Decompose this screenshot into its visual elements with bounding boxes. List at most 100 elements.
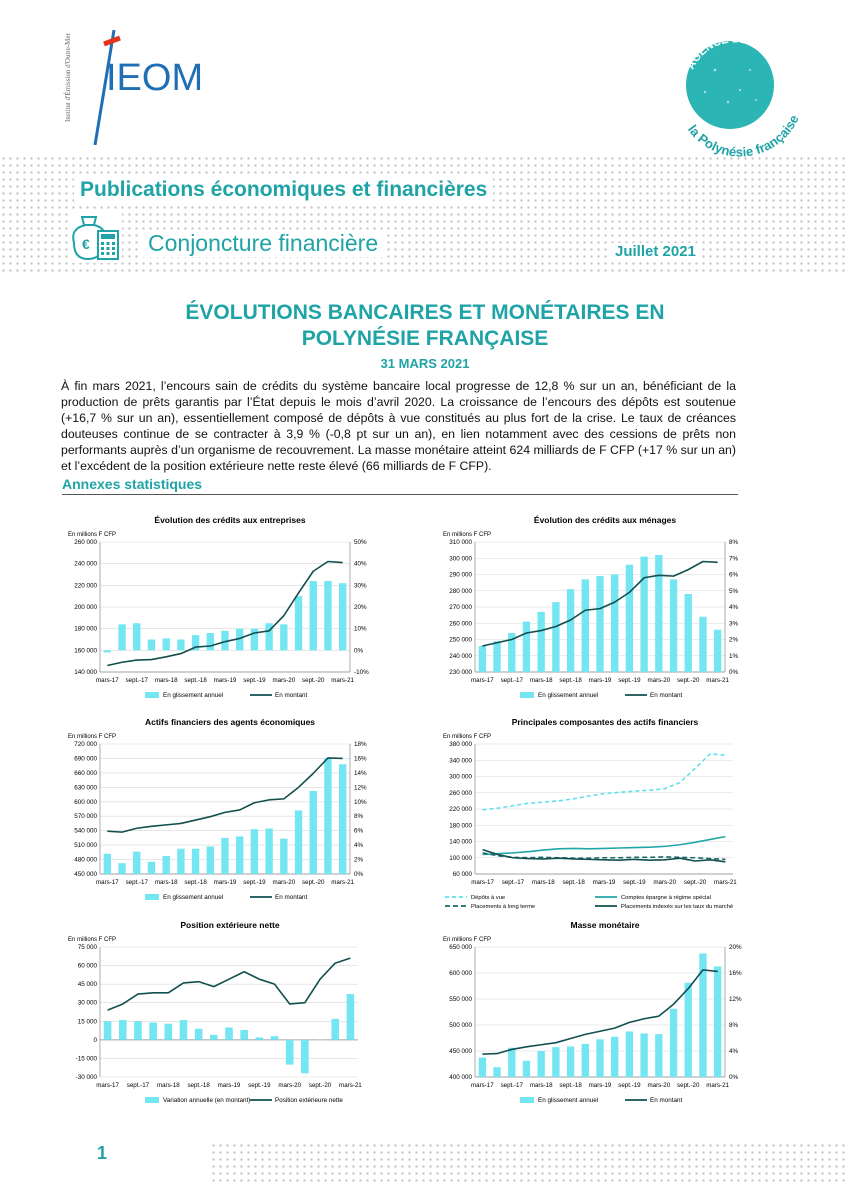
bar	[611, 1036, 619, 1077]
main-title: ÉVOLUTIONS BANCAIRES ET MONÉTAIRES EN PO…	[100, 300, 750, 352]
x-tick-label: mars-17	[471, 677, 494, 684]
bar	[191, 635, 200, 651]
y-tick-label: 290 000	[449, 572, 472, 579]
bar	[191, 848, 200, 874]
series-line	[107, 757, 343, 833]
chart-title: Actifs financiers des agents économiques	[145, 717, 315, 727]
legend-label: En glissement annuel	[163, 692, 223, 699]
chart-title: Évolution des crédits aux entreprises	[154, 515, 305, 525]
series-line	[482, 848, 726, 863]
x-tick-label: mars-21	[714, 879, 737, 886]
bar	[255, 1037, 264, 1040]
x-tick-label: sept.-17	[501, 677, 524, 684]
bar	[699, 953, 707, 1077]
chart-credits-entreprises: Évolution des crédits aux entreprises En …	[60, 510, 380, 710]
chart-unit-label: En millions F CFP	[68, 937, 116, 943]
bar	[309, 581, 317, 651]
y-tick-label: 270 000	[449, 604, 472, 611]
y-tick-label: 480 000	[74, 857, 97, 864]
x-tick-label: sept.-18	[562, 879, 585, 886]
y2-tick-label: 8%	[729, 539, 739, 546]
x-tick-label: mars-18	[155, 879, 178, 886]
bar	[493, 641, 501, 672]
bar	[294, 596, 303, 651]
legend-swatch-bar	[145, 1097, 159, 1103]
bar	[566, 1046, 575, 1077]
chart-unit-label: En millions F CFP	[443, 532, 491, 538]
bar	[103, 1021, 112, 1040]
bar	[625, 564, 634, 672]
x-tick-label: sept.-18	[559, 1082, 582, 1089]
bar	[640, 556, 648, 672]
y2-tick-label: 6%	[354, 828, 364, 835]
y-tick-label: 260 000	[449, 620, 472, 627]
y2-tick-label: 14%	[354, 770, 367, 777]
legend-label: Dépôts à vue	[471, 895, 505, 901]
x-tick-label: sept.-18	[184, 677, 207, 684]
y2-tick-label: 0%	[729, 669, 739, 676]
bar	[164, 1023, 173, 1040]
bar	[210, 1034, 218, 1040]
y-tick-label: 550 000	[449, 996, 472, 1003]
y-tick-label: 630 000	[74, 784, 97, 791]
x-tick-label: sept.-18	[559, 677, 582, 684]
bar	[493, 1067, 501, 1077]
dotted-band-bottom	[210, 1142, 849, 1182]
main-title-line1: ÉVOLUTIONS BANCAIRES ET MONÉTAIRES EN	[185, 301, 665, 324]
x-tick-label: mars-20	[653, 879, 676, 886]
y2-tick-label: 8%	[354, 813, 364, 820]
y-tick-label: 140 000	[74, 669, 97, 676]
y-tick-label: 60 000	[453, 871, 473, 878]
y2-tick-label: -10%	[354, 669, 369, 676]
bar	[265, 828, 273, 874]
x-tick-label: mars-18	[155, 677, 178, 684]
y2-tick-label: 3%	[729, 620, 739, 627]
y2-tick-label: 5%	[729, 588, 739, 595]
y-tick-label: 300 000	[449, 555, 472, 562]
intro-paragraph: À fin mars 2021, l’encours sain de crédi…	[61, 379, 736, 473]
x-tick-label: mars-17	[96, 1082, 119, 1089]
chart-title: Position extérieure nette	[180, 920, 279, 930]
legend-label: En glissement annuel	[538, 692, 598, 699]
bar	[324, 758, 332, 874]
bar	[280, 624, 288, 651]
y-tick-label: 280 000	[449, 588, 472, 595]
x-tick-label: mars-20	[647, 1082, 670, 1089]
x-tick-label: mars-17	[96, 879, 119, 886]
bar	[194, 1028, 203, 1040]
bar	[669, 579, 678, 672]
x-tick-label: sept.-18	[187, 1082, 210, 1089]
y-tick-label: 75 000	[78, 944, 98, 951]
chart-masse-monetaire: Masse monétaire En millions F CFP 400 000 4…	[435, 915, 755, 1115]
ieom-logo: Institut d'Émission d'Outre-Mer IEOM	[62, 29, 232, 146]
bar	[338, 583, 347, 651]
x-tick-label: sept.-17	[502, 879, 525, 886]
bar	[338, 764, 347, 874]
x-tick-label: sept.-19	[243, 677, 266, 684]
chart-actifs-financiers: Actifs financiers des agents économiques…	[60, 712, 380, 912]
y-tick-label: 240 000	[74, 561, 97, 568]
y-tick-label: 140 000	[449, 839, 472, 846]
y2-tick-label: 2%	[729, 637, 739, 644]
x-tick-label: sept.-20	[302, 879, 325, 886]
y-tick-label: 60 000	[78, 963, 98, 970]
legend-label: Comptes épargne à régime spécial	[621, 895, 711, 901]
bar	[206, 846, 214, 874]
x-tick-label: mars-18	[532, 879, 555, 886]
bar	[346, 994, 355, 1040]
bar	[478, 646, 487, 672]
x-tick-label: mars-18	[530, 1082, 553, 1089]
y-tick-label: 600 000	[449, 970, 472, 977]
y-tick-label: 250 000	[449, 637, 472, 644]
x-tick-label: sept.-19	[618, 1082, 641, 1089]
logo-text: IEOM	[106, 57, 203, 99]
x-tick-label: sept.-19	[248, 1082, 271, 1089]
bar	[149, 1022, 157, 1040]
y-tick-label: 690 000	[74, 755, 97, 762]
y-tick-label: 100 000	[449, 855, 472, 862]
x-tick-label: sept.-19	[618, 677, 641, 684]
chart-position-exterieure: Position extérieure nette En millions F C…	[60, 915, 380, 1115]
y-tick-label: 160 000	[74, 647, 97, 654]
x-tick-label: mars-18	[157, 1082, 180, 1089]
page-number: 1	[97, 1143, 108, 1163]
